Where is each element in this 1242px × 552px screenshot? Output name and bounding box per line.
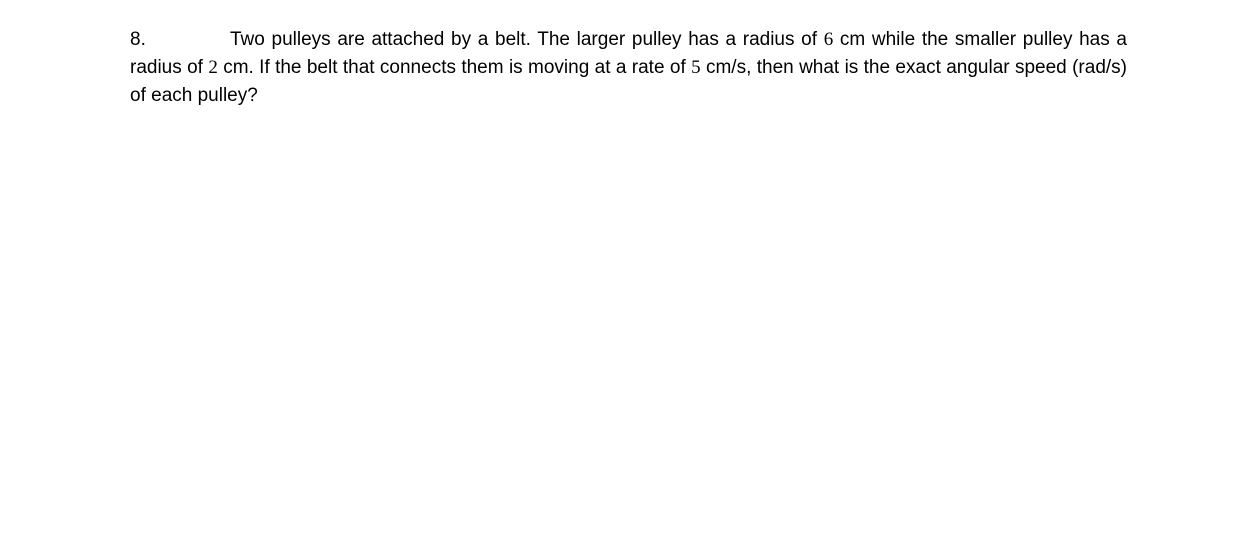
text-segment-1: Two pulleys are attached by a belt. The … [230,29,824,50]
text-segment-3: cm. If the belt that connects them is mo… [218,57,691,78]
problem-number: 8. [130,26,230,54]
radius-small-value: 2 [208,57,218,78]
belt-speed-value: 5 [691,57,701,78]
problem-text: 8.Two pulleys are attached by a belt. Th… [130,26,1127,110]
problem-container: 8.Two pulleys are attached by a belt. Th… [0,26,1242,110]
radius-large-value: 6 [824,29,834,50]
